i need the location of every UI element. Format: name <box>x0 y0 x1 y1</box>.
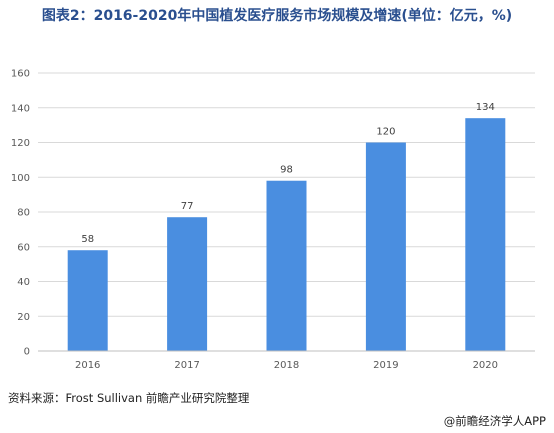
data-label-2018: 98 <box>280 165 293 176</box>
x-tick-label-2016: 2016 <box>75 360 100 371</box>
source-note: 资料来源：Frost Sullivan 前瞻产业研究院整理 <box>8 391 250 405</box>
y-tick-label: 100 <box>11 173 30 184</box>
y-tick-label: 160 <box>11 69 30 80</box>
bar-2017 <box>167 217 208 351</box>
data-label-2019: 120 <box>376 127 395 138</box>
data-label-2020: 134 <box>476 102 495 113</box>
x-tick-label-2017: 2017 <box>174 360 199 371</box>
y-tick-label: 140 <box>11 103 30 114</box>
x-tick-label-2019: 2019 <box>373 360 398 371</box>
bar-2016 <box>67 250 108 351</box>
bars <box>67 118 506 351</box>
data-label-2017: 77 <box>181 201 194 212</box>
data-label-2016: 58 <box>81 234 94 245</box>
y-tick-label: 120 <box>11 138 30 149</box>
y-tick-label: 0 <box>24 347 30 358</box>
data-labels: 58 77 98 120 134 <box>81 102 495 245</box>
chart-title: 图表2：2016-2020年中国植发医疗服务市场规模及增速(单位：亿元，%) <box>41 8 513 24</box>
credit-note: @前瞻经济学人APP <box>443 414 546 428</box>
y-tick-label: 60 <box>17 242 30 253</box>
y-tick-label: 40 <box>17 277 30 288</box>
bar-2019 <box>365 142 406 351</box>
axes: 0 20 40 60 80 100 120 140 160 2016 2017 2018 2019 202… <box>11 69 535 371</box>
x-tick-label-2018: 2018 <box>274 360 299 371</box>
x-tick-label-2020: 2020 <box>473 360 498 371</box>
bar-2020 <box>465 118 506 351</box>
bar-2018 <box>266 180 307 351</box>
y-tick-label: 20 <box>17 312 30 323</box>
y-tick-label: 80 <box>17 208 30 219</box>
